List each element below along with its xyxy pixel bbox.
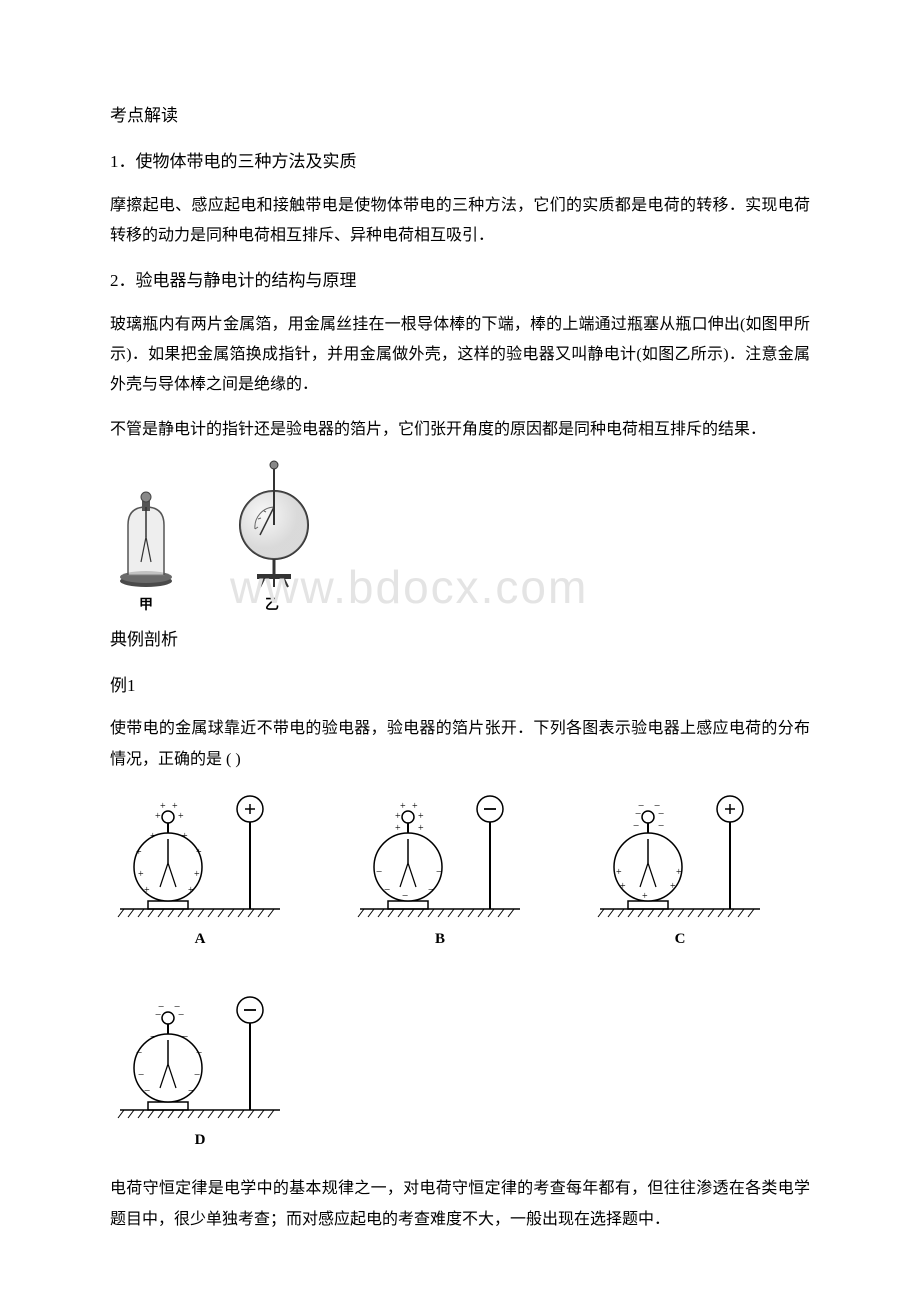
svg-text:−: −	[402, 890, 408, 902]
svg-text:−: −	[136, 1047, 142, 1059]
svg-text:+: +	[138, 869, 144, 880]
point2-heading: 2．验电器与静电计的结构与原理	[110, 265, 810, 297]
svg-text:+: +	[670, 881, 676, 892]
svg-text:+: +	[188, 885, 194, 896]
svg-text:−: −	[654, 800, 660, 812]
svg-text:+: +	[178, 811, 184, 822]
svg-text:+: +	[418, 811, 424, 822]
svg-text:−: −	[144, 1085, 150, 1097]
svg-text:+: +	[620, 881, 626, 892]
figure-electroscope: 甲	[110, 477, 182, 620]
point2-text1: 玻璃瓶内有两片金属箔，用金属丝挂在一根导体棒的下端，棒的上端通过瓶塞从瓶口伸出(…	[110, 310, 810, 401]
choice-c-label: C	[675, 925, 686, 954]
choice-grid: ++ ++ ++ ++ ++ ++ A	[110, 789, 810, 1154]
svg-text:+: +	[395, 823, 401, 834]
svg-text:−: −	[138, 1069, 144, 1081]
section2-title: 典例剖析	[110, 624, 810, 656]
svg-text:−: −	[428, 884, 434, 896]
svg-text:+: +	[155, 811, 161, 822]
example1-label: 例1	[110, 670, 810, 702]
svg-text:+: +	[642, 891, 648, 902]
choice-b-label: B	[435, 925, 445, 954]
figure-electrometer: 乙	[222, 459, 322, 620]
choice-c: −− −− −− ++ ++ + C	[590, 789, 770, 954]
svg-text:−: −	[658, 820, 664, 832]
svg-text:+: +	[395, 811, 401, 822]
svg-text:−: −	[376, 866, 382, 878]
conclusion-text: 电荷守恒定律是电学中的基本规律之一，对电荷守恒定律的考查每年都有，但往往渗透在各…	[110, 1174, 810, 1235]
svg-text:−: −	[194, 1069, 200, 1081]
svg-text:+: +	[616, 867, 622, 878]
svg-text:+: +	[172, 801, 178, 812]
svg-text:−: −	[182, 1031, 188, 1043]
svg-text:+: +	[400, 801, 406, 812]
svg-text:−: −	[174, 1001, 180, 1013]
choice-d-label: D	[195, 1126, 206, 1155]
section-title: 考点解读	[110, 100, 810, 132]
svg-text:+: +	[182, 831, 188, 842]
svg-text:+: +	[196, 847, 202, 858]
svg-text:−: −	[196, 1047, 202, 1059]
svg-text:+: +	[136, 847, 142, 858]
figure-row-instruments: 甲	[110, 459, 810, 620]
example1-text: 使带电的金属球靠近不带电的验电器，验电器的箔片张开．下列各图表示验电器上感应电荷…	[110, 714, 810, 775]
figure-caption-jia: 甲	[139, 593, 153, 620]
svg-text:−: −	[384, 884, 390, 896]
svg-text:+: +	[194, 869, 200, 880]
choice-a-label: A	[195, 925, 206, 954]
svg-text:+: +	[144, 885, 150, 896]
svg-text:−: −	[633, 820, 639, 832]
choice-d: −− −− −− −− −− −− D	[110, 990, 290, 1155]
svg-text:−: −	[436, 866, 442, 878]
figure-caption-yi: 乙	[265, 593, 279, 620]
point2-text2: 不管是静电计的指针还是验电器的箔片，它们张开角度的原因都是同种电荷相互排斥的结果…	[110, 415, 810, 445]
svg-text:−: −	[150, 1031, 156, 1043]
choice-a: ++ ++ ++ ++ ++ ++ A	[110, 789, 290, 954]
choice-b: ++ ++ ++ −− −− − B	[350, 789, 530, 954]
svg-text:+: +	[412, 801, 418, 812]
svg-text:+: +	[676, 867, 682, 878]
svg-text:−: −	[188, 1085, 194, 1097]
svg-text:+: +	[160, 801, 166, 812]
svg-text:−: −	[158, 1001, 164, 1013]
point1-heading: 1．使物体带电的三种方法及实质	[110, 146, 810, 178]
svg-text:+: +	[418, 823, 424, 834]
svg-text:+: +	[150, 831, 156, 842]
svg-text:−: −	[638, 800, 644, 812]
point1-text: 摩擦起电、感应起电和接触带电是使物体带电的三种方法，它们的实质都是电荷的转移．实…	[110, 191, 810, 252]
